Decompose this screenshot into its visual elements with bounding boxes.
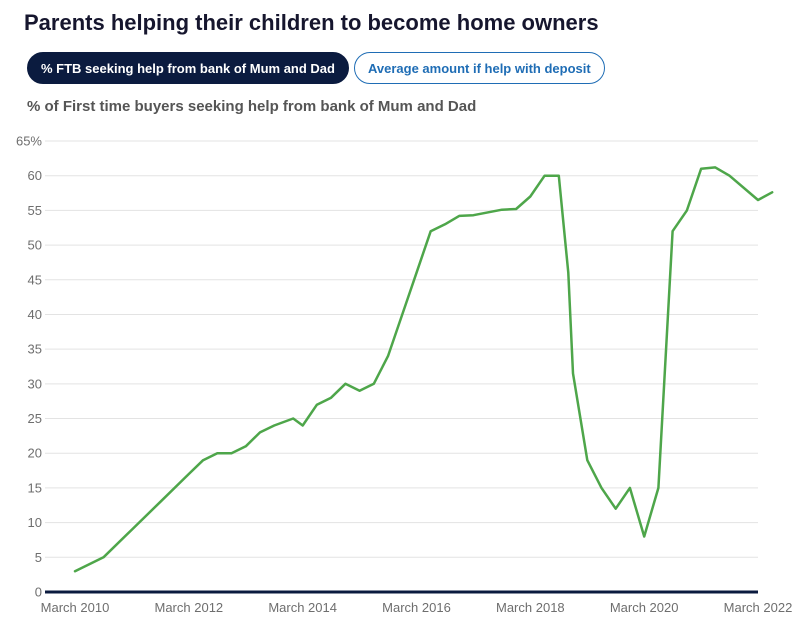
y-tick-label: 25 [28, 411, 42, 426]
y-tick-label: 15 [28, 480, 42, 495]
tab-average-amount[interactable]: Average amount if help with deposit [353, 52, 605, 84]
x-tick-label: March 2014 [268, 600, 337, 615]
tab-ftb-seeking-help[interactable]: % FTB seeking help from bank of Mum and … [27, 52, 349, 84]
y-tick-label: 65% [16, 134, 42, 149]
series-line [73, 166, 774, 573]
chart-title: % of First time buyers seeking help from… [27, 98, 477, 115]
y-tick-label: 45 [28, 272, 42, 287]
y-tick-label: 60 [28, 168, 42, 183]
chart-tabs: % FTB seeking help from bank of Mum and … [27, 52, 605, 84]
x-tick-label: March 2016 [382, 600, 451, 615]
x-tick-label: March 2018 [496, 600, 565, 615]
y-tick-label: 30 [28, 376, 42, 391]
x-tick-label: March 2010 [41, 600, 110, 615]
x-tick-label: March 2022 [724, 600, 793, 615]
x-tick-label: March 2020 [610, 600, 679, 615]
y-tick-label: 20 [28, 446, 42, 461]
y-tick-label: 10 [28, 515, 42, 530]
x-tick-label: March 2012 [155, 600, 224, 615]
y-tick-label: 55 [28, 203, 42, 218]
y-tick-label: 40 [28, 307, 42, 322]
y-tick-label: 0 [35, 585, 42, 600]
y-tick-label: 35 [28, 342, 42, 357]
page-title: Parents helping their children to become… [24, 10, 599, 35]
y-tick-label: 5 [35, 550, 42, 565]
y-tick-label: 50 [28, 238, 42, 253]
